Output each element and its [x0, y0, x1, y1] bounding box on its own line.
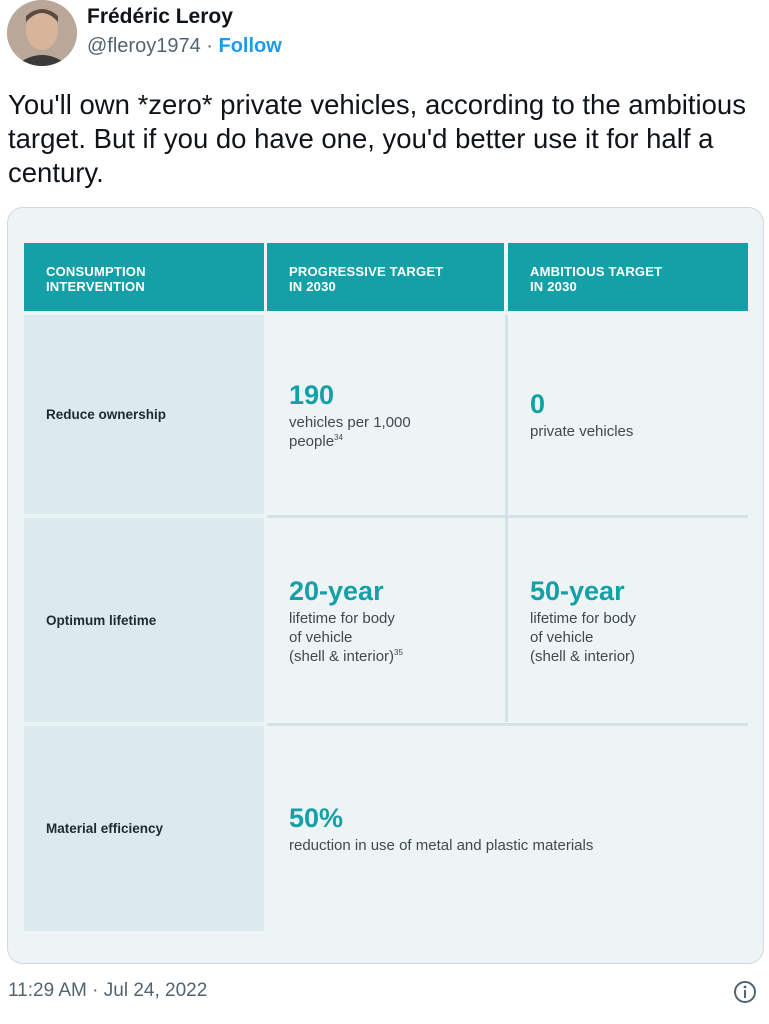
follow-button[interactable]: Follow [218, 35, 282, 57]
header-line: PROGRESSIVE TARGET [289, 264, 444, 279]
header-line: AMBITIOUS TARGET [530, 264, 663, 279]
header-progressive-target: PROGRESSIVE TARGET IN 2030 [267, 243, 504, 311]
header-ambitious-target: AMBITIOUS TARGET IN 2030 [508, 243, 748, 311]
header-line: IN 2030 [289, 279, 336, 294]
avatar-portrait-icon [7, 0, 77, 66]
target-desc-line: lifetime for body [530, 609, 636, 627]
row-label: Reduce ownership [24, 315, 264, 514]
handle-row: @fleroy1974 · Follow [87, 35, 282, 58]
target-desc-line: of vehicle [289, 628, 353, 646]
target-desc-text: (shell & interior) [289, 647, 395, 665]
progressive-cell: 20-year lifetime for body of vehicle (sh… [267, 518, 504, 722]
footnote-ref: 34 [334, 432, 343, 442]
header-consumption-intervention: CONSUMPTION INTERVENTION [24, 243, 264, 311]
target-value: 50% [289, 803, 344, 833]
target-desc-text: people [289, 432, 335, 450]
header-line: CONSUMPTION [46, 264, 146, 279]
row-label: Material efficiency [24, 726, 264, 931]
target-desc-line: private vehicles [530, 423, 634, 440]
target-desc-line: (shell & interior) [530, 647, 636, 665]
handle-separator: · [200, 35, 219, 57]
target-desc-line: lifetime for body [289, 609, 395, 627]
header-line: INTERVENTION [46, 279, 145, 294]
avatar[interactable] [7, 0, 77, 66]
target-value: 50-year [530, 575, 625, 606]
tweet-header: Frédéric Leroy @fleroy1974 · Follow [0, 0, 769, 72]
row-divider [267, 723, 748, 726]
target-value: 0 [530, 389, 546, 419]
ambitious-cell: 0 private vehicles [508, 315, 748, 514]
target-value: 20-year [289, 575, 384, 606]
targets-table: CONSUMPTION INTERVENTION PROGRESSIVE TAR… [24, 243, 748, 931]
progressive-cell: 190 vehicles per 1,000 people34 [267, 315, 504, 514]
target-desc-line: vehicles per 1,000 [289, 413, 411, 431]
target-desc-line: reduction in use of metal and plastic ma… [289, 837, 594, 854]
tweet-media-image[interactable]: CONSUMPTION INTERVENTION PROGRESSIVE TAR… [7, 207, 764, 964]
target-desc-line: people34 [289, 432, 504, 451]
ambitious-cell: 50-year lifetime for body of vehicle (sh… [508, 518, 748, 722]
tweet-timestamp[interactable]: 11:29 AM · Jul 24, 2022 [8, 980, 208, 1001]
column-divider [505, 315, 508, 722]
target-desc-line: (shell & interior)35 [289, 647, 504, 666]
target-desc-line: of vehicle [530, 628, 594, 646]
info-icon[interactable] [733, 980, 757, 1004]
footnote-ref: 35 [394, 647, 403, 657]
header-line: IN 2030 [530, 279, 577, 294]
combined-cell: 50% reduction in use of metal and plasti… [267, 726, 748, 931]
tweet-text: You'll own *zero* private vehicles, acco… [8, 89, 746, 188]
user-handle[interactable]: @fleroy1974 [87, 35, 201, 57]
target-value: 190 [289, 379, 335, 410]
row-label: Optimum lifetime [24, 518, 264, 722]
display-name[interactable]: Frédéric Leroy [87, 5, 233, 28]
